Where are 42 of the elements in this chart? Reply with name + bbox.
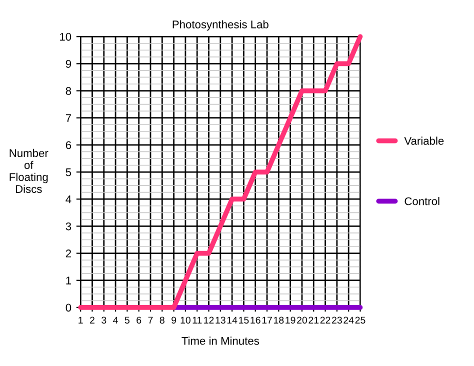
y-tick-label: 2 [66, 250, 71, 258]
legend-label: Control [404, 197, 440, 206]
x-tick-label: 21 [308, 316, 319, 324]
y-tick-label: 6 [66, 141, 72, 150]
x-tick-label: 18 [274, 316, 284, 324]
y-tick-label: 3 [66, 222, 72, 230]
y-tick-label: 0 [66, 304, 72, 312]
x-tick-label: 8 [160, 316, 164, 324]
chart-title: Photosynthesis Lab [172, 20, 268, 31]
x-axis-title: Time in Minutes [182, 336, 260, 345]
x-tick-label: 14 [227, 316, 238, 324]
x-tick-label: 11 [192, 316, 202, 324]
x-tick-label: 20 [297, 316, 308, 324]
x-tick-label: 12 [204, 316, 214, 324]
x-tick-label: 25 [355, 316, 366, 324]
x-tick-label: 7 [148, 316, 153, 324]
x-tick-label: 24 [344, 316, 354, 324]
y-tick-label: 4 [66, 195, 72, 204]
x-tick-label: 19 [286, 316, 296, 324]
y-tick-label: 8 [66, 87, 72, 95]
y-axis-title: Number of Floating Discs [10, 148, 48, 193]
x-tick-label: 6 [136, 316, 142, 324]
legend-label: Variable [404, 136, 444, 145]
y-tick-label: 1 [66, 276, 72, 284]
x-tick-label: 17 [262, 316, 272, 324]
x-tick-label: 4 [113, 316, 118, 324]
x-tick-label: 2 [90, 316, 94, 324]
y-tick-label: 5 [66, 168, 72, 176]
x-tick-label: 16 [250, 316, 260, 324]
y-tick-label: 10 [60, 32, 72, 41]
x-tick-label: 15 [239, 316, 249, 324]
x-tick-label: 22 [320, 316, 330, 324]
line-series [78, 34, 363, 310]
y-tick-label: 7 [66, 114, 71, 122]
x-tick-label: 5 [124, 316, 130, 324]
x-tick-label: 3 [102, 316, 106, 324]
x-tick-label: 23 [332, 316, 342, 324]
x-tick-label: 10 [180, 316, 190, 324]
x-tick-label: 1 [78, 316, 83, 324]
y-tick-label: 9 [66, 60, 72, 68]
x-tick-label: 9 [172, 316, 176, 324]
x-tick-label: 13 [216, 316, 226, 324]
